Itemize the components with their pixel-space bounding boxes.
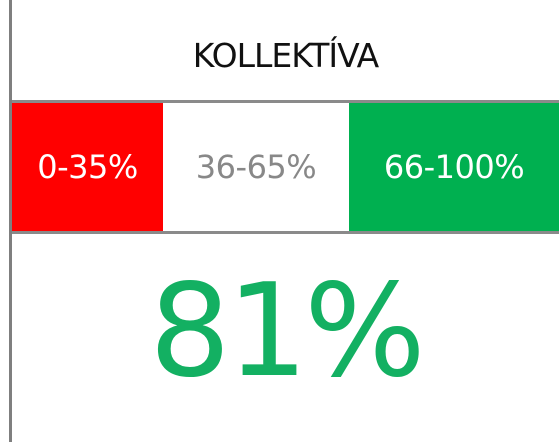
score: 81%: [149, 257, 426, 406]
left-border: [9, 0, 12, 442]
title: KOLLEKTÍVA: [192, 36, 379, 75]
range-low: 0-35%: [12, 103, 163, 231]
range-band: 0-35% 36-65% 66-100%: [12, 100, 559, 234]
range-high: 66-100%: [349, 103, 559, 231]
range-mid: 36-65%: [163, 103, 349, 231]
